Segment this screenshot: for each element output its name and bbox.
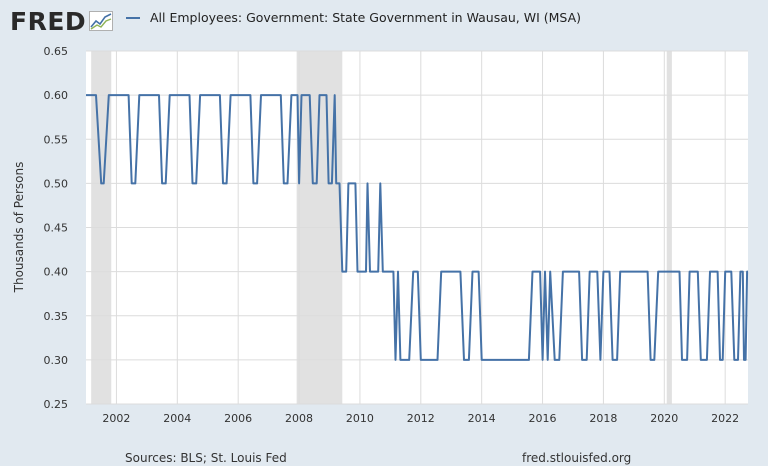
fred-logo[interactable]: FRED — [10, 4, 114, 38]
header: FRED All Employees: Government: State Go… — [0, 0, 768, 44]
series-line-layer — [86, 94, 749, 361]
x-tick-label: 2004 — [163, 412, 191, 425]
graph-icon — [89, 11, 114, 31]
legend-label: All Employees: Government: State Governm… — [150, 10, 582, 25]
y-tick-label: 0.50 — [44, 177, 69, 190]
footer-url-link[interactable]: fred.stlouisfed.org — [522, 451, 632, 465]
logo-text: FRED — [10, 6, 87, 36]
y-tick-label: 0.30 — [44, 354, 69, 367]
y-tick-label: 0.65 — [44, 45, 69, 58]
legend-swatch — [126, 16, 140, 19]
x-tick-label: 2020 — [650, 412, 678, 425]
y-tick-label: 0.40 — [44, 266, 69, 279]
x-tick-label: 2010 — [346, 412, 374, 425]
legend: All Employees: Government: State Governm… — [126, 10, 581, 25]
y-tick-label: 0.25 — [44, 398, 69, 411]
x-tick-label: 2002 — [102, 412, 130, 425]
x-tick-label: 2008 — [285, 412, 313, 425]
x-tick-label: 2022 — [711, 412, 739, 425]
x-tick-label: 2014 — [468, 412, 496, 425]
y-tick-labels: 0.25 0.30 0.35 0.40 0.45 0.50 0.55 0.60 0.65 — [44, 45, 69, 411]
x-tick-label: 2006 — [224, 412, 252, 425]
y-tick-label: 0.55 — [44, 133, 69, 146]
series-line — [86, 94, 749, 361]
x-tick-label: 2012 — [407, 412, 435, 425]
y-axis-label: Thousands of Persons — [12, 162, 26, 294]
x-tick-label: 2018 — [589, 412, 617, 425]
x-tick-labels: 2002 2004 2006 2008 2010 2012 2014 2016 2018 2020… — [102, 412, 739, 425]
x-tick-label: 2016 — [529, 412, 557, 425]
y-tick-label: 0.60 — [44, 89, 69, 102]
footer-sources: Sources: BLS; St. Louis Fed — [125, 451, 287, 465]
y-tick-label: 0.45 — [44, 222, 69, 235]
y-tick-label: 0.35 — [44, 310, 69, 323]
